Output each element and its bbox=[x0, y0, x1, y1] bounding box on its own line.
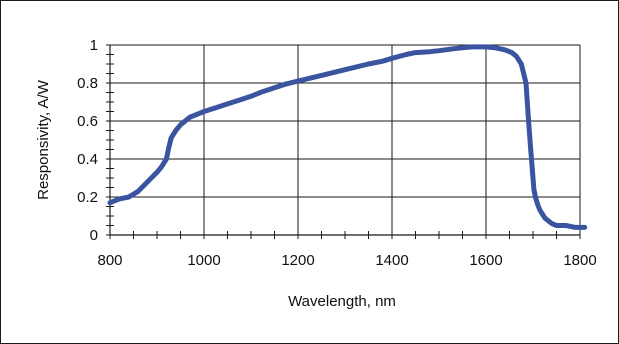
y-tick-label: 0 bbox=[90, 227, 98, 244]
y-tick-label: 0.2 bbox=[77, 189, 98, 206]
y-tick-label: 0.8 bbox=[77, 75, 98, 92]
x-tick-label: 1800 bbox=[563, 252, 596, 269]
y-axis-title: Responsivity, A/W bbox=[35, 79, 52, 200]
x-tick-label: 1600 bbox=[469, 252, 502, 269]
x-tick-label: 1400 bbox=[375, 252, 408, 269]
x-axis-title: Wavelength, nm bbox=[288, 293, 396, 310]
x-tick-label: 800 bbox=[97, 252, 122, 269]
y-tick-label: 1 bbox=[90, 37, 98, 54]
series-layer bbox=[107, 44, 588, 230]
y-tick-label: 0.6 bbox=[77, 113, 98, 130]
axes bbox=[106, 44, 581, 239]
x-tick-label: 1200 bbox=[281, 252, 314, 269]
y-tick-label: 0.4 bbox=[77, 151, 98, 168]
responsivity-series-line bbox=[107, 44, 588, 230]
grid-lines bbox=[110, 44, 581, 235]
x-tick-label: 1000 bbox=[187, 252, 220, 269]
